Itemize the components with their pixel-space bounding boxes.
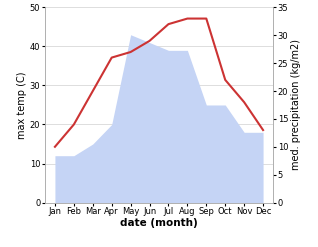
Y-axis label: med. precipitation (kg/m2): med. precipitation (kg/m2) [291,40,301,170]
X-axis label: date (month): date (month) [120,219,198,228]
Y-axis label: max temp (C): max temp (C) [17,71,27,139]
